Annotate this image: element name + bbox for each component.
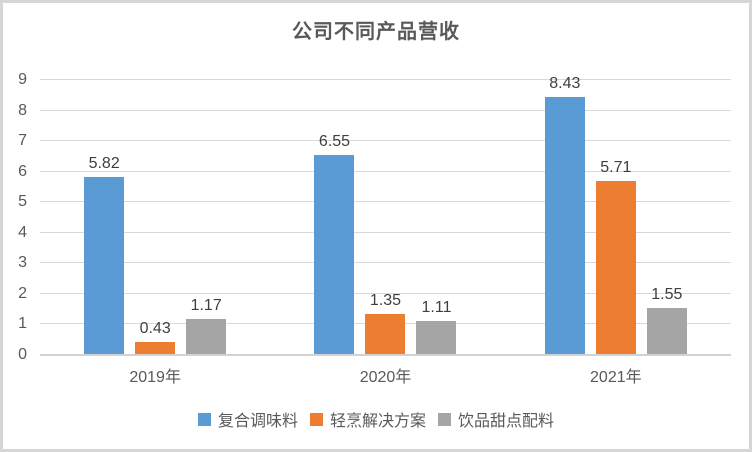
- bar: [595, 180, 636, 355]
- bar-data-label: 6.55: [318, 132, 351, 150]
- legend-item: 轻烹解决方案: [309, 407, 426, 431]
- bar: [314, 154, 355, 355]
- x-axis-line: [40, 354, 731, 356]
- gridline: [40, 262, 731, 264]
- x-tick-label: 2021年: [590, 369, 642, 386]
- y-tick-label: 9: [18, 71, 27, 88]
- bar-wrap: 1.55: [646, 80, 687, 355]
- bar-data-label: 1.35: [369, 291, 402, 309]
- bar-wrap: 5.82: [84, 80, 125, 355]
- category-group: 6.55 1.35 1.11: [270, 80, 500, 355]
- legend-item: 饮品甜点配料: [438, 407, 554, 431]
- bar-wrap: 1.11: [416, 80, 457, 355]
- y-tick-label: 7: [18, 132, 27, 150]
- y-tick-label: 0: [18, 346, 27, 363]
- legend-label: 轻烹解决方案: [329, 413, 426, 430]
- bar: [416, 321, 457, 355]
- legend-label: 复合调味料: [217, 413, 298, 430]
- y-tick-label: 1: [18, 315, 27, 333]
- gridline: [40, 109, 731, 111]
- legend-swatch-icon: [438, 412, 451, 426]
- bar-data-label: 1.17: [190, 297, 222, 315]
- y-tick-label: 4: [18, 223, 27, 241]
- bar: [646, 307, 687, 355]
- bar-wrap: 1.17: [186, 80, 227, 355]
- category-group: 5.82 0.43 1.17: [40, 80, 270, 355]
- gridline: [40, 201, 731, 203]
- bar: [544, 97, 585, 355]
- bar-groups: 5.82 0.43 1.17 6.55 1.35 1.11 8.43 5.71 1.55: [40, 76, 731, 355]
- bar-wrap: 1.35: [365, 80, 406, 355]
- chart-title: 公司不同产品营收: [292, 21, 460, 43]
- bar-wrap: 8.43: [544, 76, 585, 355]
- bar-data-label: 0.43: [139, 319, 171, 337]
- legend-swatch-icon: [309, 412, 323, 426]
- bar: [365, 313, 406, 355]
- bar-data-label: 5.71: [600, 158, 632, 176]
- bar-data-label: 5.82: [88, 155, 120, 173]
- bar: [135, 341, 176, 355]
- gridline: [40, 231, 731, 233]
- x-tick-label: 2020年: [359, 369, 412, 386]
- y-tick-label: 8: [18, 101, 27, 119]
- y-tick-label: 3: [18, 254, 27, 272]
- y-tick-label: 5: [18, 193, 27, 211]
- legend-item: 复合调味料: [197, 407, 298, 431]
- category-group: 8.43 5.71 1.55: [501, 76, 731, 355]
- gridline: [40, 170, 731, 172]
- bar-data-label: 1.55: [651, 285, 683, 303]
- bar-wrap: 5.71: [595, 80, 636, 355]
- y-axis-labels: 0 1 2 3 4 5 6 7 8 9: [3, 72, 31, 363]
- gridline: [40, 292, 731, 294]
- y-tick-label: 2: [18, 284, 27, 302]
- bar-wrap: 6.55: [314, 80, 355, 355]
- x-tick-label: 2019年: [129, 369, 181, 386]
- gridline: [40, 79, 731, 80]
- x-axis-labels: 2019年 2020年 2021年: [40, 363, 731, 387]
- bar: [84, 177, 125, 355]
- legend: 复合调味料 轻烹解决方案 饮品甜点配料: [3, 407, 749, 431]
- bar-data-label: 1.11: [421, 299, 452, 317]
- legend-swatch-icon: [197, 412, 211, 426]
- plot-area: 5.82 0.43 1.17 6.55 1.35 1.11 8.43 5.71 1.55: [40, 76, 731, 356]
- bar-wrap: 0.43: [135, 80, 176, 355]
- gridline: [40, 140, 731, 142]
- bar: [186, 319, 227, 355]
- legend-label: 饮品甜点配料: [458, 413, 555, 430]
- y-tick-label: 6: [18, 162, 27, 180]
- bar-data-label: 8.43: [549, 75, 581, 93]
